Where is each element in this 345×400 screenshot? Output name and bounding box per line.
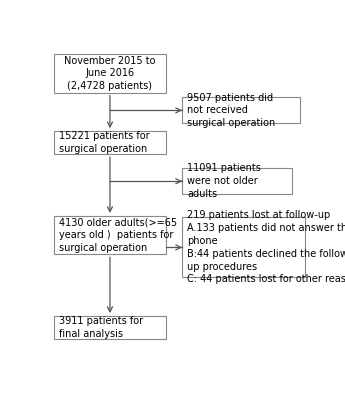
Text: 219 patients lost at follow-up
A.133 patients did not answer the
phone
B:44 pati: 219 patients lost at follow-up A.133 pat… [187,210,345,284]
Text: 15221 patients for
surgical operation: 15221 patients for surgical operation [59,131,149,154]
FancyBboxPatch shape [182,97,300,124]
FancyBboxPatch shape [54,316,166,339]
FancyBboxPatch shape [182,168,292,194]
FancyBboxPatch shape [54,216,166,254]
Text: 9507 patients did
not received
surgical operation: 9507 patients did not received surgical … [187,92,275,128]
Text: 3911 patients for
final analysis: 3911 patients for final analysis [59,316,143,339]
FancyBboxPatch shape [54,54,166,93]
FancyBboxPatch shape [182,218,305,278]
Text: 11091 patients
were not older
adults: 11091 patients were not older adults [187,164,261,199]
FancyBboxPatch shape [54,131,166,154]
Text: 4130 older adults(>=65
years old )  patients for
surgical operation: 4130 older adults(>=65 years old ) patie… [59,217,177,253]
Text: November 2015 to
June 2016
(2,4728 patients): November 2015 to June 2016 (2,4728 patie… [64,56,156,91]
